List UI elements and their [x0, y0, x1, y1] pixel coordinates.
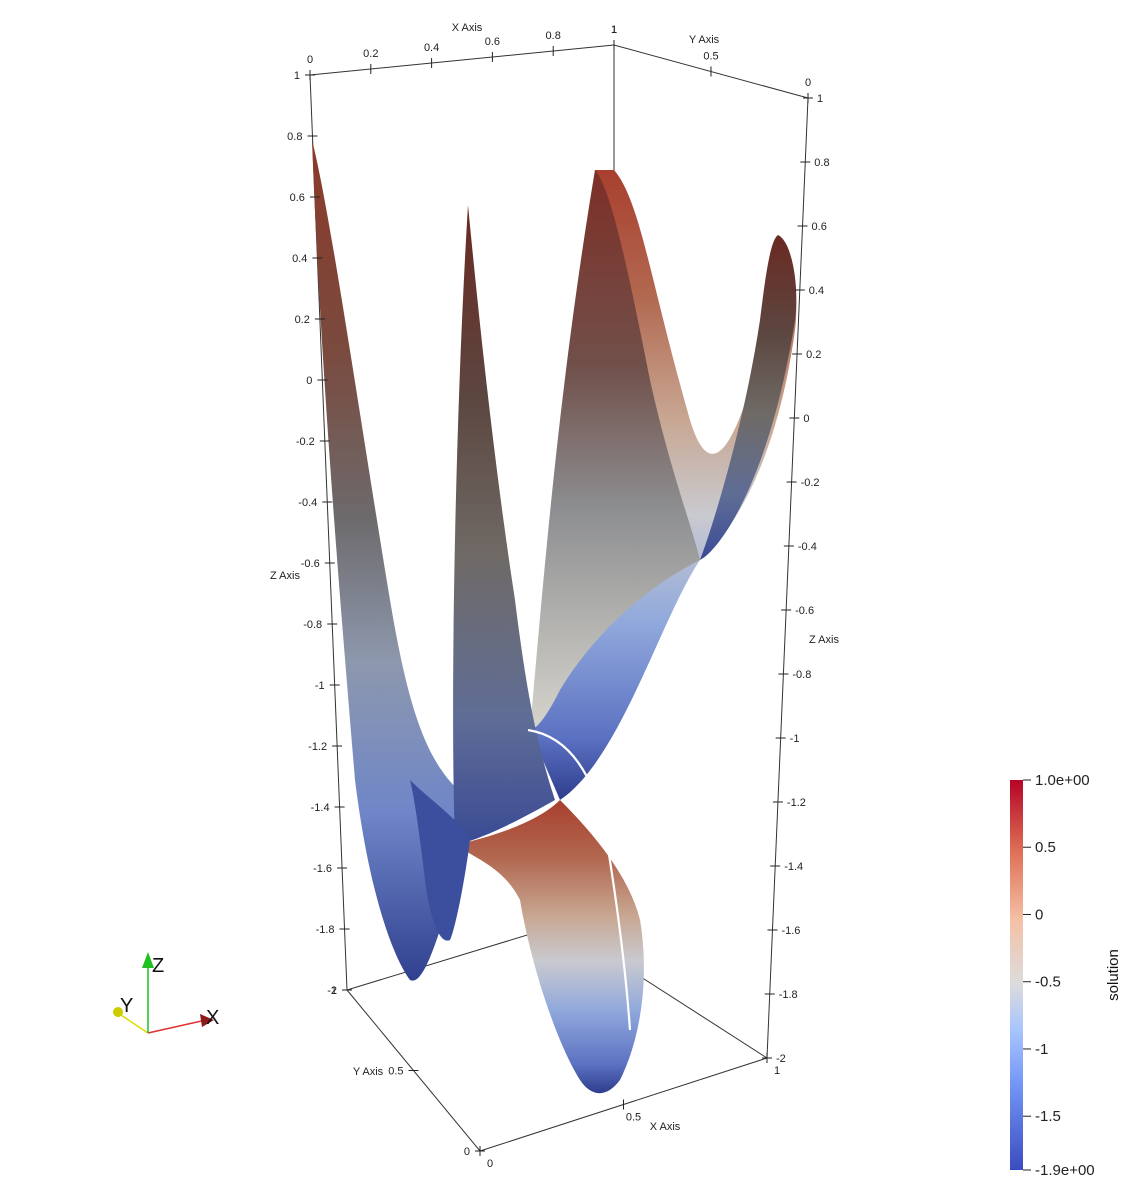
z-tick-label-left: 0.6 [290, 192, 305, 204]
z-tick-label-left: -0.8 [303, 619, 322, 631]
z-tick-label-left: 0.8 [287, 131, 302, 143]
z-tick-label-left: -0.2 [296, 436, 315, 448]
z-axis-title-left: Z Axis [270, 570, 300, 582]
z-tick-label-right: -0.8 [792, 669, 811, 681]
orientation-label-y: Y [120, 995, 133, 1017]
z-tick-label-left: -0.4 [298, 497, 317, 509]
colorbar-tick-label: -1.9e+00 [1035, 1162, 1095, 1179]
colorbar-ticks: 1.0e+00 0.5 0 -0.5 -1 -1.5 -1.9e+00 [1023, 772, 1095, 1179]
z-tick-label-right: -1 [790, 733, 800, 745]
color-legend: 1.0e+00 0.5 0 -0.5 -1 -1.5 -1.9e+00 solution [1010, 772, 1122, 1179]
z-tick-label-left: -1 [315, 680, 325, 692]
z-tick-label-right: 0.2 [806, 349, 821, 361]
z-tick-label-left: 0.4 [292, 253, 307, 265]
colorbar-tick-label: -1.5 [1035, 1108, 1061, 1125]
x-tick-label-back: 0.8 [546, 30, 561, 42]
surface-center-spike [453, 205, 555, 845]
z-tick-label-right: -0.4 [798, 541, 817, 553]
y-tick-label-back: 1 [611, 24, 617, 36]
orientation-label-z: Z [152, 955, 164, 977]
colorbar-gradient [1010, 780, 1023, 1170]
x-tick-label-front: 1 [774, 1065, 780, 1077]
z-tick-label-left: 1 [294, 70, 300, 82]
x-tick-label-front: 0.5 [626, 1112, 641, 1124]
orientation-x-axis [148, 1020, 206, 1033]
x-axis-title-front: X Axis [650, 1121, 681, 1133]
z-tick-label-right: -0.2 [801, 477, 820, 489]
z-tick-label-right: -2 [776, 1053, 786, 1065]
y-tick-label-front: 0 [464, 1146, 470, 1158]
z-tick-label-left: -1.8 [316, 924, 335, 936]
x-tick-label-front: 0 [487, 1158, 493, 1170]
z-tick-label-right: -1.8 [779, 989, 798, 1001]
z-tick-label-right: -1.6 [781, 925, 800, 937]
z-tick-label-left: -1.4 [311, 802, 330, 814]
colorbar-tick-label: -1 [1035, 1041, 1048, 1058]
y-axis-title-back: Y Axis [689, 34, 720, 46]
colorbar-tick-label: -0.5 [1035, 974, 1061, 991]
y-tick-label-back: 0.5 [703, 51, 718, 63]
z-tick-label-right: -1.2 [787, 797, 806, 809]
z-tick-label-right: 0 [803, 413, 809, 425]
x-tick-label-back: 0.4 [424, 42, 439, 54]
colorbar-tick-label: 1.0e+00 [1035, 772, 1090, 789]
z-tick-label-right: 0.6 [812, 221, 827, 233]
z-tick-label-left: -1.2 [308, 741, 327, 753]
z-tick-label-right: 1 [817, 93, 823, 105]
x-tick-label-back: 0.6 [485, 36, 500, 48]
colorbar-tick-label: 0.5 [1035, 839, 1056, 856]
solution-surface [312, 140, 796, 1093]
x-axis-title-back: X Axis [452, 22, 483, 34]
z-tick-label-left: 0.2 [295, 314, 310, 326]
orientation-axes-widget: X Y Z [113, 952, 219, 1033]
y-tick-label-front: 1 [331, 985, 337, 997]
y-tick-label-back: 0 [805, 77, 811, 89]
z-tick-label-right: 0.4 [809, 285, 824, 297]
z-tick-label-left: 0 [306, 375, 312, 387]
x-tick-label-back: 0.2 [363, 48, 378, 60]
z-tick-label-right: -0.6 [795, 605, 814, 617]
surface-front-well [455, 800, 644, 1093]
orientation-label-x: X [206, 1007, 219, 1029]
z-tick-label-right: 0.8 [814, 157, 829, 169]
z-tick-label-right: -1.4 [784, 861, 803, 873]
colorbar-title: solution [1105, 949, 1122, 1001]
z-tick-label-left: -0.6 [301, 558, 320, 570]
z-axis-title-right: Z Axis [809, 634, 839, 646]
colorbar-tick-label: 0 [1035, 906, 1043, 923]
z-tick-label-left: -1.6 [313, 863, 332, 875]
y-tick-label-front: 0.5 [388, 1066, 403, 1078]
x-tick-label-back: 0 [307, 54, 313, 66]
y-axis-title-front: Y Axis [353, 1066, 384, 1078]
